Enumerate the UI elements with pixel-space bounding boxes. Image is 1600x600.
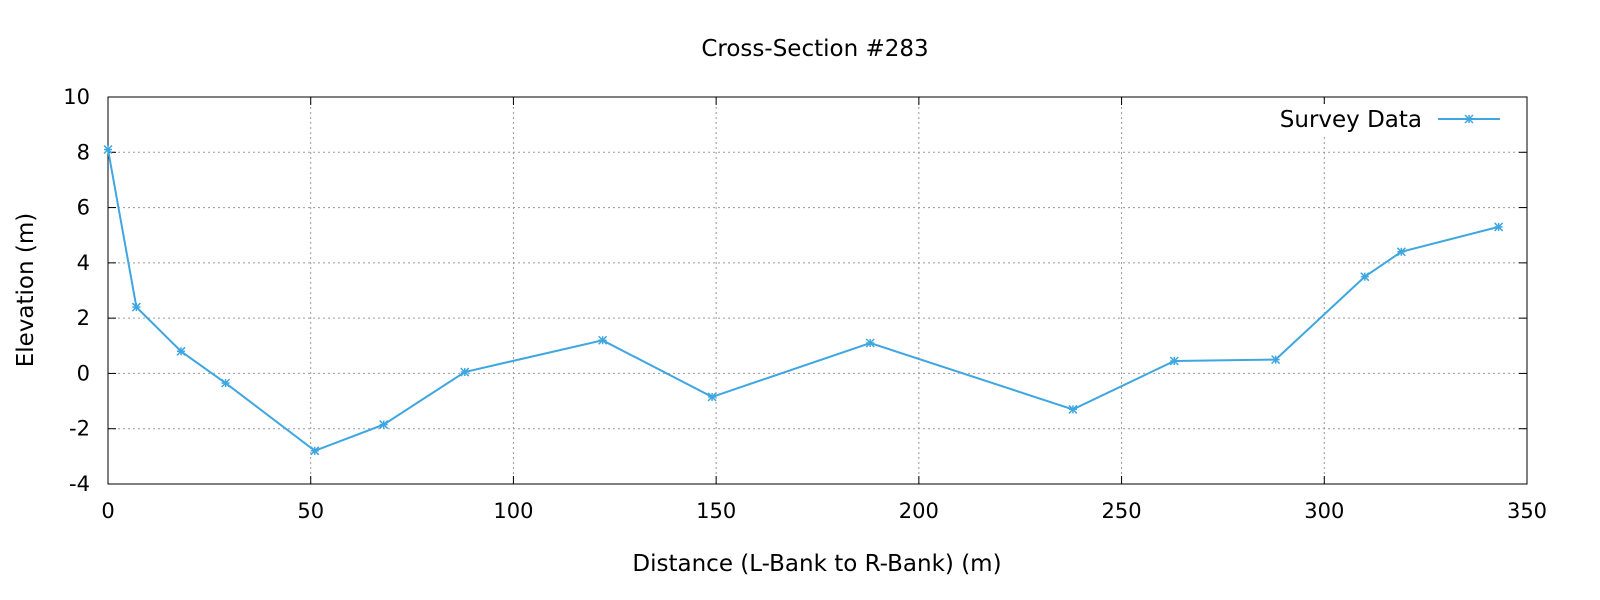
data-point [1494,222,1504,232]
x-tick-label: 50 [297,499,324,523]
data-point [1396,247,1406,257]
x-axis-label: Distance (L-Bank to R-Bank) (m) [632,551,1001,577]
x-tick-label: 150 [696,499,736,523]
x-tick-label: 200 [899,499,939,523]
legend: Survey Data [1280,104,1515,136]
y-tick-label: -4 [69,472,90,496]
x-tick-label: 0 [101,499,114,523]
y-tick-label: 8 [77,140,90,164]
data-point [310,446,320,456]
x-tick-label: 300 [1304,499,1344,523]
legend-sample [1438,114,1500,124]
data-point [176,346,186,356]
data-point [460,367,470,377]
data-point [1271,355,1281,365]
data-point [379,420,389,430]
series-survey-data [103,144,1504,456]
data-point [1464,114,1474,124]
data-point [221,378,231,388]
series-line [107,149,1499,452]
x-tick-label: 350 [1507,499,1547,523]
y-tick-label: 4 [77,251,90,275]
plot-frame [107,96,1528,485]
legend-label: Survey Data [1280,107,1422,133]
y-tick-label: 10 [63,85,90,109]
chart-title: Cross-Section #283 [701,36,928,62]
y-tick-label: -2 [69,417,90,441]
y-tick-label: 6 [77,196,90,220]
data-point [865,338,875,348]
y-tick-label: 2 [77,306,90,330]
grid [108,97,1527,484]
data-point [707,392,717,402]
ticks: 0 50 100 150 200 250 300 350 -4 -2 0 2 4 6 8 10 [63,85,1547,523]
data-point [598,335,608,345]
data-point [131,302,141,312]
data-point [1169,356,1179,366]
x-tick-label: 100 [493,499,533,523]
x-tick-label: 250 [1102,499,1142,523]
y-axis-label: Elevation (m) [13,213,39,368]
data-point [103,144,113,155]
data-point [1068,404,1078,414]
data-point [1360,272,1370,282]
y-tick-label: 0 [77,361,90,385]
